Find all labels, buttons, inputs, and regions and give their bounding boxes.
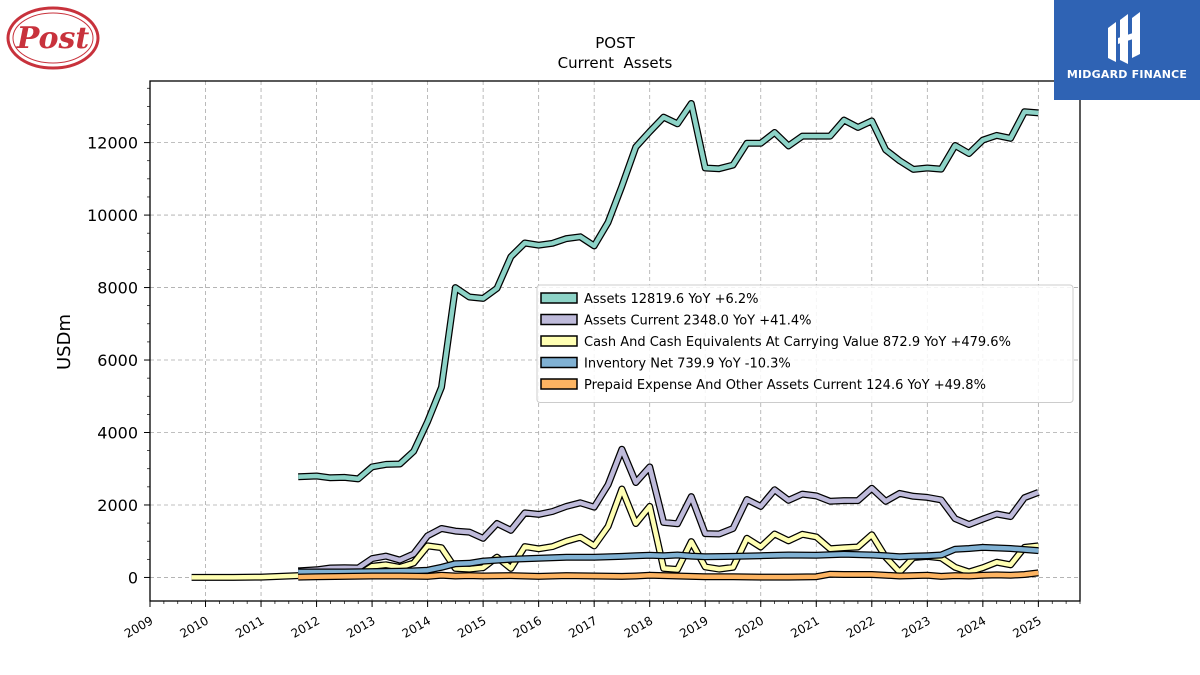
x-tick-label: 2013 xyxy=(344,613,377,640)
legend-swatch xyxy=(540,292,578,304)
x-tick-label: 2023 xyxy=(899,613,932,640)
series-line xyxy=(298,101,1039,482)
series-line xyxy=(191,486,1039,580)
legend-swatch xyxy=(540,378,578,390)
y-tick-label: 4000 xyxy=(97,423,138,442)
x-tick-label: 2012 xyxy=(289,613,322,640)
y-tick-label: 6000 xyxy=(97,351,138,370)
partner-logo: MIDGARD FINANCE xyxy=(1054,0,1200,100)
x-tick-label: 2011 xyxy=(233,613,266,640)
x-tick-label: 2015 xyxy=(455,613,488,640)
brand-logo: Post xyxy=(6,6,100,70)
legend: Assets 12819.6 YoY +6.2% Assets Current 2… xyxy=(536,284,1074,403)
x-tick-label: 2022 xyxy=(844,613,877,640)
x-tick-label: 2016 xyxy=(511,613,544,640)
y-tick-label: 10000 xyxy=(87,206,138,225)
series-line xyxy=(298,446,1040,574)
series-line xyxy=(298,545,1039,575)
x-tick-label: 2009 xyxy=(122,613,155,640)
plot-lines xyxy=(191,100,1040,581)
axis-ticks: 2009 2010 2011 2012 2013 2014 2015 2016 2017 2018… xyxy=(87,87,1081,641)
x-tick-label: 2025 xyxy=(1010,613,1043,640)
chart-subtitle: Current Assets xyxy=(558,54,673,72)
plot-frame xyxy=(149,80,1081,602)
x-tick-label: 2014 xyxy=(400,613,433,640)
brand-logo-text: Post xyxy=(16,21,90,56)
legend-label: Prepaid Expense And Other Assets Current… xyxy=(584,378,986,393)
legend-box xyxy=(536,284,1074,403)
x-tick-label: 2021 xyxy=(788,613,821,640)
x-tick-label: 2017 xyxy=(566,613,599,640)
legend-swatch xyxy=(540,335,578,347)
y-tick-label: 12000 xyxy=(87,134,138,153)
partner-emblem-icon xyxy=(1108,12,1140,64)
x-tick-label: 2018 xyxy=(622,613,655,640)
x-tick-label: 2010 xyxy=(178,613,211,640)
legend-label: Assets Current 2348.0 YoY +41.4% xyxy=(584,314,811,329)
legend-label: Inventory Net 739.9 YoY -10.3% xyxy=(584,357,791,372)
y-tick-label: 8000 xyxy=(97,279,138,298)
y-axis-label: USDm xyxy=(54,314,75,370)
y-tick-label: 0 xyxy=(128,568,138,587)
chart-title: POST xyxy=(595,34,635,52)
x-tick-label: 2020 xyxy=(733,613,766,640)
legend-label: Assets 12819.6 YoY +6.2% xyxy=(584,292,759,307)
legend-label: Cash And Cash Equivalents At Carrying Va… xyxy=(584,335,1011,350)
y-tick-label: 2000 xyxy=(97,496,138,515)
legend-swatch xyxy=(540,313,578,326)
partner-name: MIDGARD FINANCE xyxy=(1066,68,1188,81)
x-tick-label: 2024 xyxy=(955,613,988,640)
legend-swatch xyxy=(540,356,578,369)
x-tick-label: 2019 xyxy=(677,613,710,640)
series-line xyxy=(298,570,1039,580)
